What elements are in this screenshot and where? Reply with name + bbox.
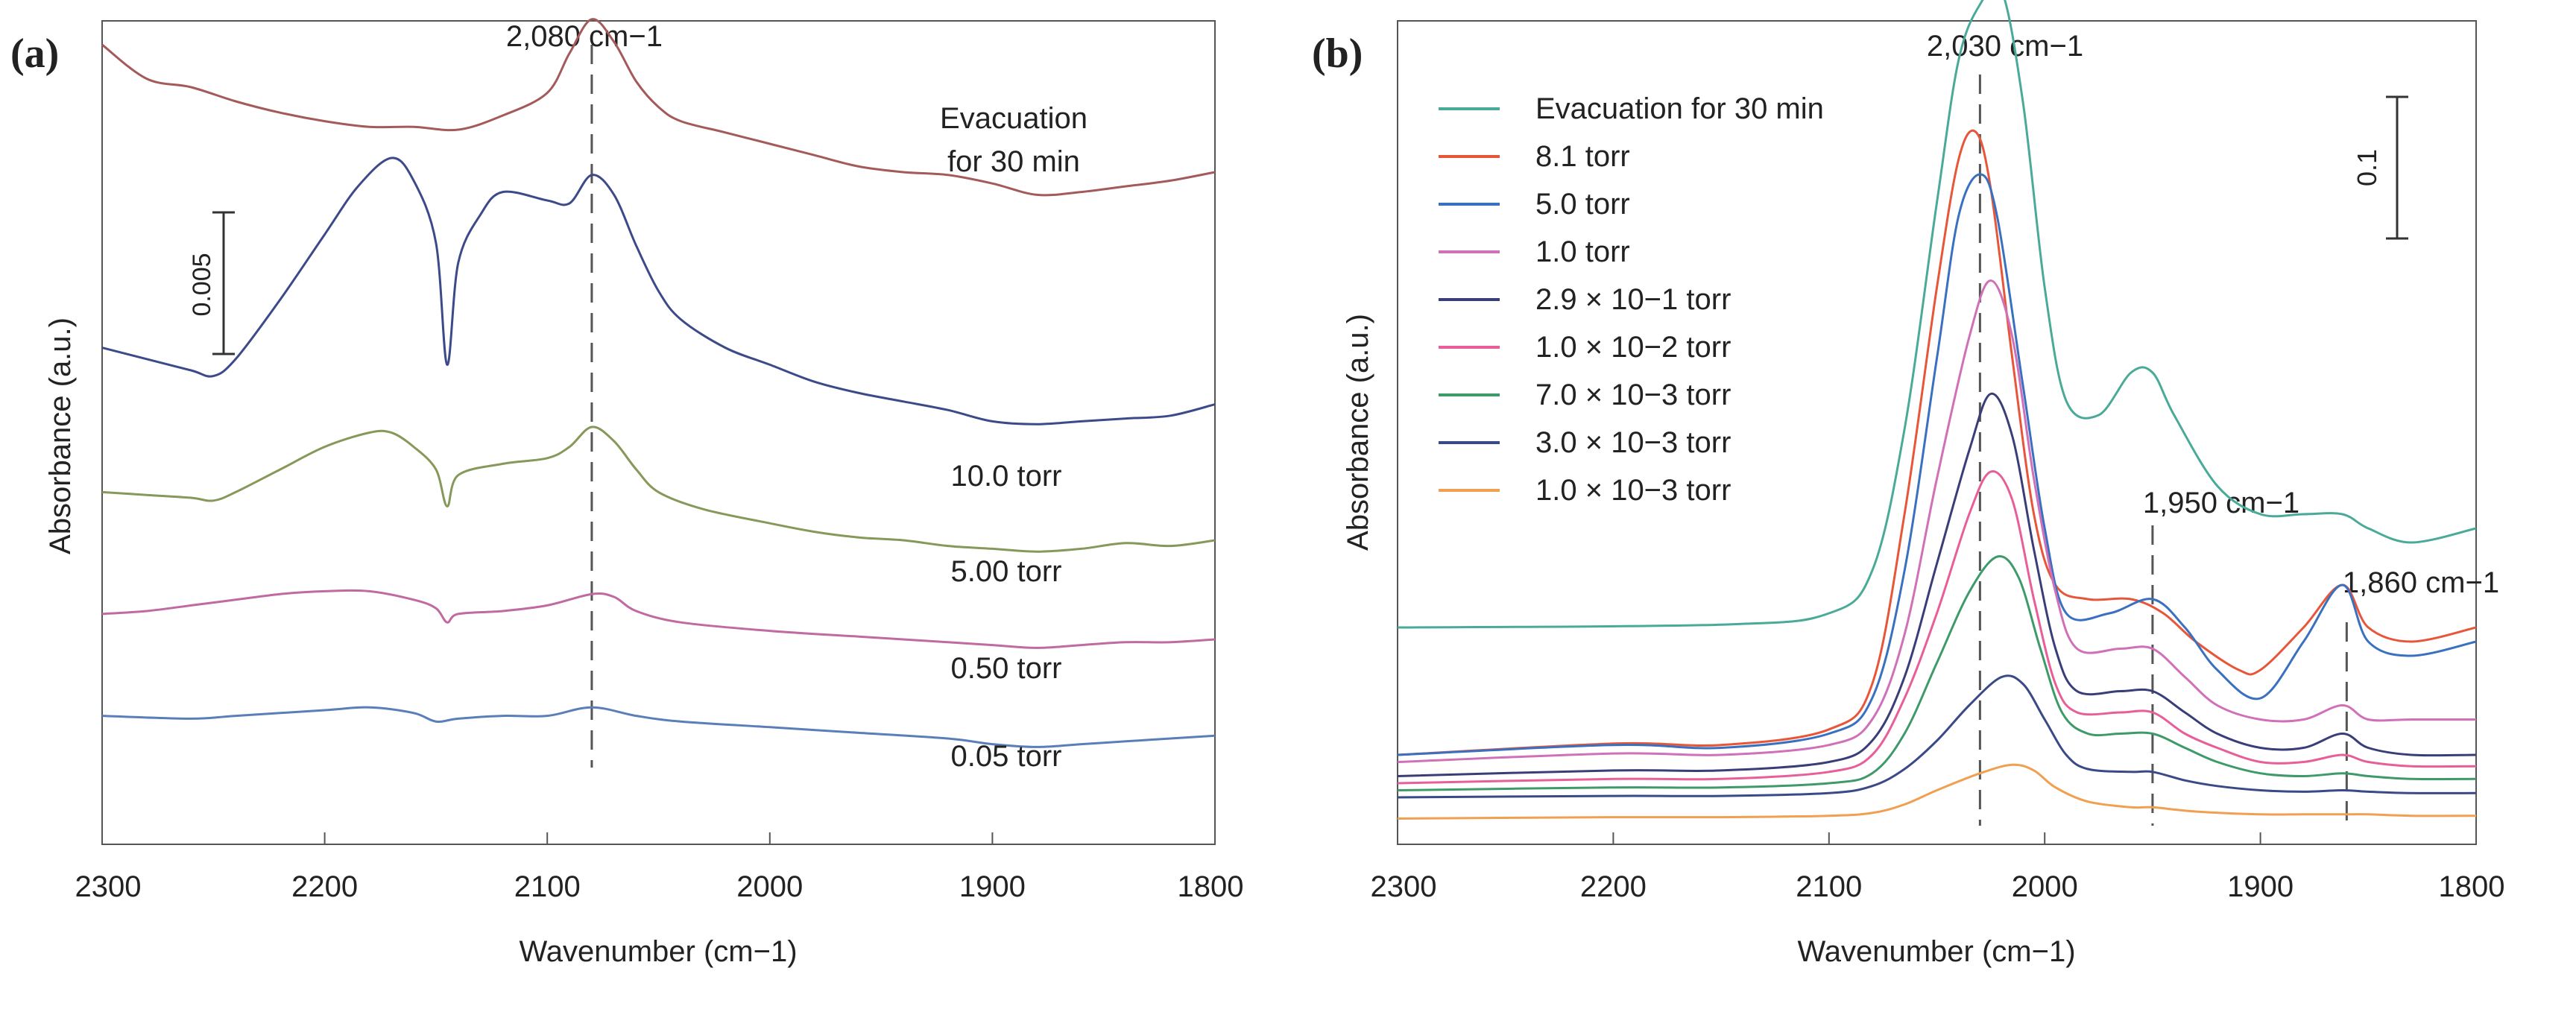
panel-a-scale-bar: 0.005 [188,211,235,355]
panel-b-legend-label-1-0-10-2-torr: 1.0 × 10−2 torr [1535,331,1731,364]
panel-b-legend-label-8-1-torr: 8.1 torr [1535,140,1630,173]
panel-a-series-label-10-0-torr: 10.0 torr [951,460,1062,493]
panel-a-x-tick-label-2200: 2200 [291,870,358,903]
panel-a-annotations: 2,080 cm−1 [506,20,663,768]
panel-b-x-tick-label-2000: 2000 [2012,870,2078,903]
panel-b-legend-label-1-0-torr: 1.0 torr [1535,235,1630,268]
panel-b-legend-label-1-0-10-3-torr: 1.0 × 10−3 torr [1535,474,1731,507]
panel-b-x-axis-label: Wavenumber (cm−1) [1797,935,2075,968]
panel-b-series-line-3-0-10-3-torr [1397,674,2477,799]
panel-b-x-ticks: 2300 2200 2100 2000 1900 1800 [1371,832,2505,903]
panel-b-series-line-2-9-10-1-torr [1397,392,2477,777]
panel-b-legend-label-2-9-10-1-torr: 2.9 × 10−1 torr [1535,283,1731,316]
panel-b-legend-label-3-0-10-3-torr: 3.0 × 10−3 torr [1535,426,1731,459]
panel-b-x-tick-label-2100: 2100 [1796,870,1862,903]
panel-b-series-line-1-0-10-3-torr [1397,763,2477,820]
panel-b: (b) 2,030 cm−1 1,950 cm−1 1,860 cm−1 Evacu… [1312,0,2504,968]
panel-a-series-line-evacuation-for-30-min [101,18,1216,197]
panel-a-series [101,18,1216,748]
panel-b-plot-frame [1397,20,2477,845]
panel-b-peak-annotation-label-2-030-cm-1: 2,030 cm−1 [1927,30,2083,63]
panel-b-scale-bar-label: 0.1 [2352,149,2382,186]
panel-a-x-ticks: 2300 2200 2100 2000 1900 1800 [75,832,1244,903]
panel-a-series-line-10-0-torr [101,156,1216,426]
panel-a-series-line-5-00-torr [101,426,1216,553]
panel-a-series-line-0-05-torr [101,706,1216,748]
panel-b-x-tick-label-2300: 2300 [1371,870,1437,903]
panel-b-legend-label-evacuation-for-30-min: Evacuation for 30 min [1535,92,1824,125]
panel-b-legend-label-7-0-10-3-torr: 7.0 × 10−3 torr [1535,379,1731,411]
panel-b-series-line-5-0-torr [1397,173,2477,756]
panel-b-legend: Evacuation for 30 min 8.1 torr 5.0 torr 1.0… [1439,92,1824,507]
panel-a-x-tick-label-2300: 2300 [75,870,142,903]
panel-a-scale-bar-label: 0.005 [188,253,216,316]
panel-a-plot-frame [101,20,1216,845]
panel-a-series-label-evacuation-for-30-min-line-1: Evacuation [940,102,1087,135]
panel-b-series-line-7-0-10-3-torr [1397,554,2477,791]
panel-a-series-label-5-00-torr: 5.00 torr [951,555,1062,588]
panel-a-y-axis-label: Absorbance (a.u.) [44,317,77,554]
panel-b-x-tick-label-1900: 1900 [2227,870,2294,903]
panel-a-x-tick-label-1800: 1800 [1178,870,1244,903]
panel-b-x-tick-label-1800: 1800 [2439,870,2505,903]
panel-a-series-label-evacuation-for-30-min-line-2: for 30 min [947,145,1080,178]
panel-a-x-tick-label-1900: 1900 [959,870,1026,903]
panel-a-series-line-0-50-torr [101,589,1216,649]
panel-b-peak-annotation-label-1-950-cm-1: 1,950 cm−1 [2143,487,2299,519]
panel-b-scale-bar: 0.1 [2352,95,2408,240]
panel-b-series-line-1-0-10-2-torr [1397,470,2477,785]
panel-b-series-line-8-1-torr [1397,129,2477,756]
panel-b-series-line-evacuation-for-30-min [1397,0,2477,629]
panel-b-x-tick-label-2200: 2200 [1580,870,1647,903]
panel-a-series-label-0-50-torr: 0.50 torr [951,652,1062,685]
panel-b-series [1397,0,2477,820]
panel-b-y-axis-label: Absorbance (a.u.) [1342,314,1374,551]
panel-a-x-tick-label-2100: 2100 [514,870,581,903]
panel-b-peak-annotation-label-1-860-cm-1: 1,860 cm−1 [2343,566,2499,599]
panel-a-series-label-0-05-torr: 0.05 torr [951,740,1062,773]
panel-a-series-labels: Evacuation for 30 min 10.0 torr 5.00 torr 0.… [940,102,1087,773]
panel-a-label: (a) [10,31,59,77]
panel-a-x-tick-label-2000: 2000 [736,870,803,903]
panel-a-x-axis-label: Wavenumber (cm−1) [519,935,797,968]
panel-a: (a) 2,080 cm−1 Evacuation for 30 min 10.0 … [10,18,1244,968]
panel-b-legend-label-5-0-torr: 5.0 torr [1535,188,1630,221]
panel-b-label: (b) [1312,31,1363,77]
panel-b-annotations: 2,030 cm−1 1,950 cm−1 1,860 cm−1 [1927,30,2499,826]
panel-b-series-line-1-0-torr [1397,279,2476,763]
